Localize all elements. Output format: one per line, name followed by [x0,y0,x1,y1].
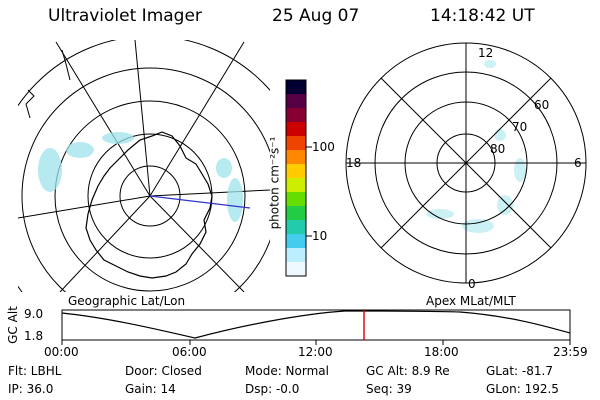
glon-status: GLon: 192.5 [486,382,559,396]
geographic-panel-label: Geographic Lat/Lon [68,294,186,308]
time-label: 14:18:42 UT [430,6,535,26]
antarctica-coastline [85,131,213,279]
ip-status: IP: 36.0 [8,382,54,396]
mode-status: Mode: Normal [245,364,329,378]
colorbar-label-10: 10 [312,229,328,243]
colorbar-segment [286,206,306,221]
xtick-0600: 06:00 [172,345,207,359]
colorbar-segment [286,262,306,277]
geographic-map [18,40,270,292]
sequence-status: Seq: 39 [366,382,412,396]
magnetic-panel-label: Apex MLat/MLT [426,294,516,308]
magnetic-polar-plot [345,42,587,284]
colorbar-segment [286,108,306,123]
colorbar-label-100: 100 [312,140,335,154]
mlat-label-80: 80 [490,142,506,156]
instrument-title: Ultraviolet Imager [48,6,202,26]
xtick-2359: 23:59 [553,345,588,359]
mlt-label-0: 0 [468,277,476,291]
lat-circle-60 [54,100,246,292]
xtick-0000: 00:00 [44,345,79,359]
gc-alt-curve [61,310,571,339]
glat-status: GLat: -81.7 [486,364,553,378]
lon-line [149,41,245,197]
satellite-track [149,195,251,209]
lon-line [59,195,151,292]
dsp-status: Dsp: -0.0 [245,382,300,396]
gc-alt-ytick-min: 1.8 [24,329,44,343]
mlt-diag [380,77,552,249]
xtick-1800: 18:00 [424,345,459,359]
aurora-oval-geo [38,132,243,222]
colorbar-segment [286,192,306,207]
xtick-1200: 12:00 [298,345,333,359]
filter-status: Flt: LBHL [8,364,62,378]
lon-line [134,40,151,197]
date-label: 25 Aug 07 [272,6,360,26]
colorbar-segment [286,136,306,151]
colorbar-frame [285,79,307,277]
gc-alt-ytick-max: 9.0 [24,307,44,321]
lon-line [18,195,151,219]
mlat-label-70: 70 [512,120,528,134]
colorbar-segment [286,220,306,235]
lon-line [149,189,270,197]
mlt-label-18: 18 [346,156,362,170]
mlt-label-12: 12 [478,46,494,60]
colorbar-segment [286,164,306,179]
gc-alt-ylabel: GC Alt [5,306,20,344]
colorbar-segment [286,122,306,137]
colorbar-segment [286,234,306,249]
gc-alt-plot [61,309,571,345]
colorbar [285,79,312,277]
colorbar-segment [286,94,306,109]
peninsula-coastline [25,49,71,119]
lon-line [149,195,245,292]
mlat-label-60: 60 [534,98,550,112]
lat-circle-80 [119,165,181,227]
colorbar-segment [286,248,306,263]
lat-circle-50 [21,67,270,292]
aurora-oval-mag [426,60,526,233]
door-status: Door: Closed [125,364,202,378]
colorbar-segment [286,80,306,95]
mlt-label-6: 6 [574,156,582,170]
colorbar-unit-label: photon cm⁻²s⁻¹ [267,136,282,230]
colorbar-segment [286,178,306,193]
gain-status: Gain: 14 [125,382,176,396]
colorbar-segment [286,150,306,165]
lon-line [55,41,151,197]
gc-alt-status: GC Alt: 8.9 Re [366,364,450,378]
